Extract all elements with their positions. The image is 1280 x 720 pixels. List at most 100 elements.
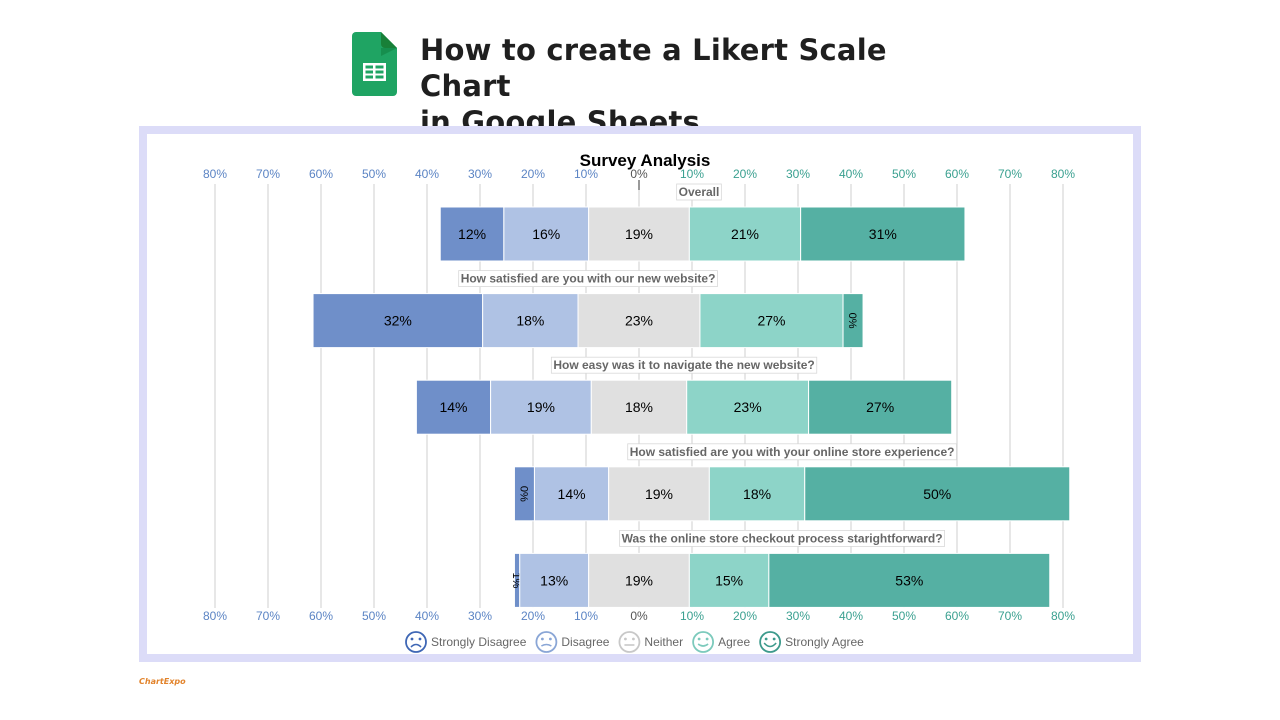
legend-item: Disagree xyxy=(535,631,610,653)
bar-segment xyxy=(312,293,484,349)
top-tick-label: 0% xyxy=(630,167,648,181)
bottom-tick-label: 50% xyxy=(362,609,386,623)
data-label: 19% xyxy=(527,399,555,415)
category-label: Was the online store checkout process st… xyxy=(622,531,943,545)
bar-segment xyxy=(708,466,806,522)
top-tick-label: 30% xyxy=(468,167,492,181)
chart-title: Survey Analysis xyxy=(580,151,711,170)
legend-label: Strongly Disagree xyxy=(431,635,527,649)
bar-segment xyxy=(699,293,844,349)
smile-face-icon xyxy=(692,631,715,653)
top-tick-label: 70% xyxy=(256,167,280,181)
legend-label: Neither xyxy=(644,635,683,649)
big-smile-face-icon xyxy=(759,631,782,653)
sad-face-icon xyxy=(535,631,558,653)
likert-chart: Survey Analysis 80% 80% 70% 70% 60% 60% 50% 50% 4… xyxy=(203,151,1075,653)
data-label: 0% xyxy=(846,313,858,329)
bottom-tick-label: 60% xyxy=(309,609,333,623)
data-label: 18% xyxy=(743,486,771,502)
bottom-tick-label: 20% xyxy=(733,609,757,623)
bar-segment xyxy=(482,293,579,349)
bar-segment xyxy=(588,206,690,262)
data-label: 53% xyxy=(895,572,923,588)
data-label: 19% xyxy=(625,572,653,588)
legend-label: Disagree xyxy=(561,635,609,649)
page-title: How to create a Likert Scale Chart in Go… xyxy=(420,33,887,139)
data-label: 23% xyxy=(625,313,653,329)
data-label: 31% xyxy=(869,226,897,242)
data-label: 0% xyxy=(517,486,529,502)
bar-segment xyxy=(688,552,770,608)
bar-segment xyxy=(577,293,701,349)
top-tick-label: 50% xyxy=(362,167,386,181)
bottom-tick-label: 80% xyxy=(1051,609,1075,623)
top-tick-label: 60% xyxy=(945,167,969,181)
bar-segment xyxy=(608,466,710,522)
data-label: 16% xyxy=(532,226,560,242)
legend-item: Strongly Disagree xyxy=(405,631,527,653)
bar-segment xyxy=(519,552,590,608)
bar-segment xyxy=(808,379,953,435)
data-label: 1% xyxy=(510,572,522,588)
data-label: 18% xyxy=(625,399,653,415)
data-label: 19% xyxy=(625,226,653,242)
top-tick-label: 70% xyxy=(998,167,1022,181)
legend-item: Agree xyxy=(692,631,750,653)
top-tick-label: 40% xyxy=(415,167,439,181)
category-label-background xyxy=(550,356,818,374)
category-label: How satisfied are you with our new websi… xyxy=(461,272,716,286)
data-label: 23% xyxy=(734,399,762,415)
top-tick-label: 20% xyxy=(733,167,757,181)
category-label-background xyxy=(627,443,957,461)
bottom-tick-label: 80% xyxy=(203,609,227,623)
legend-label: Strongly Agree xyxy=(785,635,864,649)
bar-segment xyxy=(768,552,1051,608)
top-tick-label: 30% xyxy=(786,167,810,181)
top-tick-label: 40% xyxy=(839,167,863,181)
google-sheets-icon xyxy=(352,32,397,96)
data-label: 50% xyxy=(923,486,951,502)
top-tick-label: 10% xyxy=(680,167,704,181)
bar-segment xyxy=(490,379,592,435)
category-label-background xyxy=(619,529,945,547)
data-label: 15% xyxy=(715,572,743,588)
bar-segment xyxy=(590,379,688,435)
top-tick-label: 20% xyxy=(521,167,545,181)
bar-segment xyxy=(800,206,966,262)
bar-segment xyxy=(804,466,1071,522)
very-sad-face-icon xyxy=(405,631,427,653)
bar-segment xyxy=(415,379,492,435)
category-label-background xyxy=(458,270,718,288)
data-label: 32% xyxy=(384,313,412,329)
bar-segment xyxy=(688,206,802,262)
data-label: 14% xyxy=(558,486,586,502)
data-label: 19% xyxy=(645,486,673,502)
legend-label: Agree xyxy=(718,635,750,649)
data-label: 27% xyxy=(757,313,785,329)
brand-logo: ChartExpo xyxy=(139,677,186,686)
bottom-tick-label: 0% xyxy=(630,609,648,623)
top-tick-label: 80% xyxy=(203,167,227,181)
data-label: 14% xyxy=(439,399,467,415)
category-label: How satisfied are you with your online s… xyxy=(630,445,955,459)
top-tick-label: 50% xyxy=(892,167,916,181)
legend-item: Neither xyxy=(618,631,683,653)
top-tick-label: 10% xyxy=(574,167,598,181)
bar-segment xyxy=(439,206,505,262)
bottom-tick-label: 50% xyxy=(892,609,916,623)
bottom-tick-label: 30% xyxy=(786,609,810,623)
data-label: 13% xyxy=(540,572,568,588)
bottom-tick-label: 10% xyxy=(680,609,704,623)
bar-segment xyxy=(842,293,864,349)
category-label: Overall xyxy=(679,185,720,199)
bottom-tick-label: 60% xyxy=(945,609,969,623)
data-label: 21% xyxy=(731,226,759,242)
chart-frame: Survey Analysis 80% 80% 70% 70% 60% 60% 50% 50% 4… xyxy=(139,126,1141,662)
legend-item: Strongly Agree xyxy=(759,631,864,653)
neutral-face-icon xyxy=(618,631,641,653)
bottom-tick-label: 70% xyxy=(998,609,1022,623)
bottom-tick-label: 10% xyxy=(574,609,598,623)
bar-segment xyxy=(686,379,810,435)
top-tick-label: 60% xyxy=(309,167,333,181)
data-label: 27% xyxy=(866,399,894,415)
